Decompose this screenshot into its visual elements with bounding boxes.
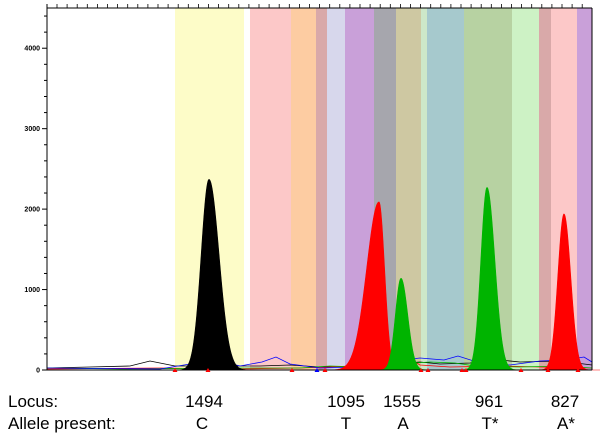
allele-row-title: Allele present: bbox=[8, 414, 116, 433]
peak-marker bbox=[289, 368, 295, 372]
locus-band bbox=[327, 8, 345, 370]
peak-marker bbox=[545, 368, 551, 372]
locus-band bbox=[316, 8, 327, 370]
y-tick-label: 0 bbox=[36, 368, 40, 375]
peak-marker bbox=[322, 368, 328, 372]
allele-value: C bbox=[195, 414, 209, 433]
locus-value: 1095 bbox=[327, 392, 365, 411]
locus-band bbox=[250, 8, 291, 370]
peak-marker bbox=[425, 368, 431, 372]
locus-value: 827 bbox=[550, 392, 580, 411]
allele-value: A* bbox=[557, 414, 575, 433]
peak-marker bbox=[459, 368, 465, 372]
peak-marker bbox=[172, 368, 178, 372]
locus-band bbox=[539, 8, 551, 370]
locus-value: 961 bbox=[474, 392, 504, 411]
allele-value: T* bbox=[481, 414, 499, 433]
peak-marker bbox=[463, 368, 469, 372]
locus-band bbox=[427, 8, 464, 370]
locus-row-title: Locus: bbox=[8, 392, 59, 411]
locus-value: 1555 bbox=[383, 392, 421, 411]
locus-value: 1494 bbox=[185, 392, 223, 411]
y-tick-label: 3000 bbox=[24, 126, 40, 133]
y-tick-label: 4000 bbox=[24, 46, 40, 53]
peak-marker bbox=[418, 368, 424, 372]
locus-band bbox=[577, 8, 592, 370]
chart-axes: 0 1000 2000 3000 4000 bbox=[24, 4, 593, 375]
y-tick-label: 1000 bbox=[24, 287, 40, 294]
allele-value: T bbox=[340, 414, 352, 433]
peak-marker bbox=[575, 368, 581, 372]
allele-value: A bbox=[397, 414, 409, 433]
y-tick-label: 2000 bbox=[24, 207, 40, 214]
locus-band bbox=[512, 8, 539, 370]
locus-band bbox=[421, 8, 427, 370]
peak-marker bbox=[518, 368, 524, 372]
locus-band bbox=[291, 8, 316, 370]
peak-marker bbox=[205, 368, 211, 372]
peak-marker bbox=[314, 368, 320, 372]
